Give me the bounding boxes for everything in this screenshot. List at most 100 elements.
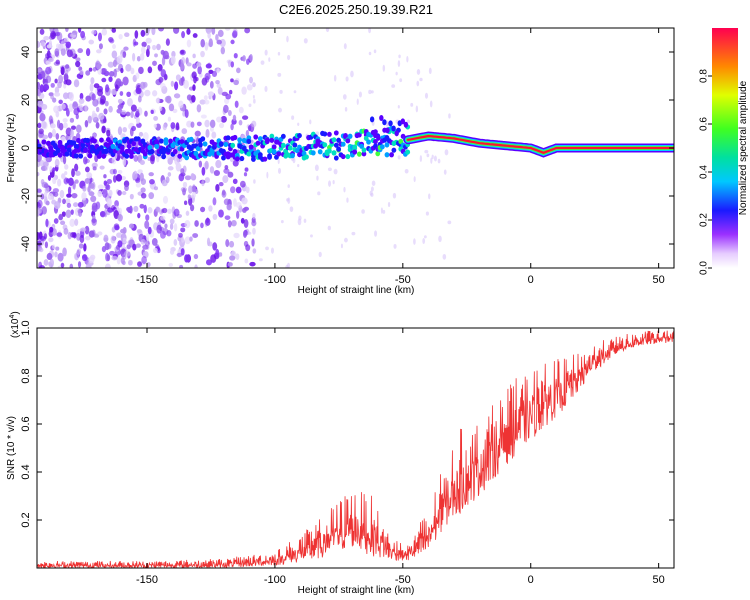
noise-blob	[58, 74, 64, 84]
noise-blob	[145, 214, 150, 221]
noise-blob	[70, 209, 74, 215]
noise-blob	[103, 108, 108, 115]
noise-blob	[111, 28, 117, 33]
noise-blob	[150, 155, 155, 165]
ridge-blob	[101, 153, 107, 159]
noise-blob	[95, 106, 100, 113]
noise-blob	[55, 133, 60, 140]
noise-blob	[233, 232, 240, 239]
noise-blob	[97, 184, 104, 190]
noise-blob	[172, 108, 178, 114]
noise-blob	[222, 175, 229, 183]
noise-blob	[101, 125, 106, 134]
y-tick-label: 0.8	[20, 368, 32, 383]
colorbar-gradient	[712, 28, 738, 268]
noise-blob	[233, 198, 237, 207]
noise-blob	[229, 255, 236, 261]
noise-blob	[124, 32, 130, 38]
noise-blob	[86, 172, 93, 179]
noise-blob	[238, 106, 244, 114]
noise-blob	[343, 43, 347, 50]
noise-blob	[155, 206, 161, 213]
noise-blob	[180, 227, 186, 233]
noise-blob	[87, 186, 91, 193]
noise-blob	[63, 227, 69, 235]
snr-scale-base: (x10	[10, 318, 21, 338]
noise-blob	[289, 206, 294, 212]
noise-blob	[56, 43, 60, 49]
noise-blob	[109, 38, 115, 44]
noise-blob	[160, 69, 167, 78]
noise-blob	[160, 82, 166, 90]
noise-blob	[105, 184, 111, 191]
ridge-blob	[292, 142, 298, 148]
noise-blob	[201, 179, 205, 187]
noise-blob	[119, 91, 124, 97]
noise-blob	[242, 207, 247, 213]
noise-blob	[43, 259, 49, 266]
noise-blob	[72, 101, 79, 110]
noise-blob	[76, 248, 82, 255]
noise-blob	[77, 48, 83, 54]
noise-blob	[48, 115, 53, 123]
colorbar-label: Normalized spectral amplitude	[738, 80, 749, 215]
noise-blob	[137, 169, 143, 174]
noise-blob	[227, 171, 234, 178]
noise-blob	[327, 167, 332, 172]
noise-blob	[374, 230, 378, 237]
ridge-blob	[223, 141, 229, 148]
noise-blob	[426, 153, 430, 158]
noise-blob	[252, 213, 256, 220]
noise-blob	[227, 220, 232, 228]
noise-blob	[107, 61, 114, 68]
ridge-blob	[373, 139, 378, 145]
noise-blob	[197, 65, 202, 75]
noise-blob	[373, 49, 377, 54]
noise-blob	[101, 28, 108, 36]
noise-blob	[139, 160, 145, 166]
noise-blob	[170, 55, 176, 65]
noise-blob	[103, 180, 108, 186]
noise-blob	[251, 120, 257, 128]
ridge-blob	[195, 146, 201, 152]
ridge-blob	[163, 137, 169, 143]
noise-blob	[205, 128, 210, 138]
noise-blob	[200, 222, 204, 229]
noise-blob	[234, 100, 239, 108]
ridge-blob	[117, 139, 123, 145]
noise-blob	[160, 49, 165, 55]
noise-blob	[368, 28, 371, 34]
colorbar: 0.0 0.2 0.4 0.6 0.8 Normalized spectral ampl…	[699, 28, 749, 275]
noise-blob	[356, 98, 359, 105]
noise-blob	[240, 180, 246, 188]
noise-blob	[186, 39, 192, 48]
noise-blob	[57, 252, 64, 262]
noise-blob	[96, 63, 102, 70]
noise-blob	[129, 193, 134, 200]
ridge-blob	[356, 151, 362, 157]
noise-blob	[54, 92, 61, 97]
noise-blob	[145, 233, 150, 242]
noise-blob	[77, 208, 83, 217]
noise-blob	[332, 179, 335, 185]
noise-blob	[180, 248, 185, 256]
noise-blob	[62, 118, 68, 123]
noise-blob	[81, 192, 87, 201]
noise-blob	[122, 157, 127, 166]
noise-blob	[180, 168, 185, 175]
noise-blob	[121, 191, 127, 196]
noise-blob	[135, 116, 140, 124]
ridge-blob	[352, 144, 358, 150]
noise-blob	[416, 80, 420, 87]
noise-blob	[328, 180, 332, 187]
noise-blob	[231, 219, 237, 227]
noise-blob	[182, 181, 188, 188]
noise-blob	[235, 202, 242, 209]
noise-blob	[156, 247, 161, 254]
noise-blob	[69, 218, 76, 227]
noise-blob	[102, 118, 107, 124]
noise-blob	[235, 253, 240, 260]
noise-blob	[124, 250, 131, 257]
noise-blob	[242, 230, 247, 238]
noise-blob	[247, 231, 252, 235]
